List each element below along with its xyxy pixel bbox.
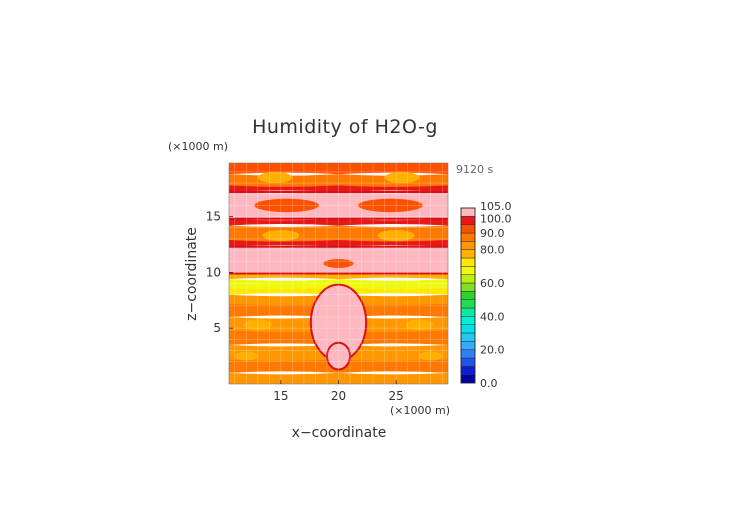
colorbar-swatch [460, 224, 476, 234]
colorbar-swatch [460, 257, 476, 267]
colorbar-tick-label: 80.0 [480, 244, 505, 257]
x-axis-label: x−coordinate [292, 425, 387, 441]
y-axis-ticks: 5 10 15 [206, 210, 233, 335]
time-label: 9120 s [456, 163, 493, 176]
heatmap-blob [326, 164, 351, 171]
colorbar-swatch [460, 374, 476, 384]
colorbar-swatch [460, 274, 476, 284]
colorbar-swatch [460, 307, 476, 317]
heatmap-blob [325, 341, 352, 371]
heatmap-blob [262, 229, 300, 242]
colorbar-swatch [460, 282, 476, 292]
y-tick-label: 15 [206, 210, 221, 224]
x-axis-ticks: 15 20 25 [273, 380, 404, 403]
colorbar-tick-label: 90.0 [480, 227, 505, 240]
y-axis-label: z−coordinate [184, 227, 200, 321]
colorbar [460, 207, 476, 384]
y-axis-unit: (×1000 m) [168, 140, 228, 153]
heatmap-blob [377, 229, 415, 242]
heatmap-blob [243, 319, 272, 331]
colorbar-swatch [460, 232, 476, 242]
colorbar-swatch [460, 241, 476, 250]
colorbar-swatch [460, 324, 476, 334]
heatmap-blob [323, 258, 354, 268]
colorbar-swatch [460, 291, 476, 300]
heatmap-plot-area [228, 162, 449, 385]
y-tick-label: 10 [206, 265, 221, 279]
x-tick-label: 20 [331, 389, 346, 403]
colorbar-tick-label: 20.0 [480, 344, 505, 357]
colorbar-swatch [460, 266, 476, 275]
x-tick-label: 25 [388, 389, 403, 403]
heatmap-band [229, 372, 448, 384]
x-axis-unit: (×1000 m) [390, 404, 450, 417]
colorbar-swatch [460, 366, 476, 375]
colorbar-swatch [460, 341, 476, 350]
colorbar-swatch [460, 249, 476, 259]
heatmap-blob [405, 319, 434, 331]
colorbar-swatch [460, 332, 476, 342]
colorbar-tick-label: 100.0 [480, 212, 512, 225]
colorbar-swatch [460, 299, 476, 309]
colorbar-border [460, 207, 476, 384]
heatmap-blob [234, 351, 258, 361]
heatmap-blob [419, 351, 443, 361]
heatmap-blob [257, 171, 293, 184]
chart-title: Humidity of H2O-g [252, 116, 438, 138]
heatmap-blob [254, 198, 319, 213]
heatmap-field [229, 163, 448, 384]
colorbar-swatch [460, 349, 476, 359]
x-tick-label: 15 [273, 389, 288, 403]
colorbar-swatch [460, 216, 476, 225]
heatmap-blob [358, 198, 423, 213]
colorbar-tick-label: 0.0 [480, 377, 498, 390]
colorbar-tick-label: 60.0 [480, 277, 505, 290]
colorbar-swatch [460, 357, 476, 367]
heatmap-blob [384, 171, 420, 184]
colorbar-swatch [460, 207, 476, 217]
colorbar-tick-label: 105.0 [480, 200, 512, 213]
grid-lines [229, 163, 448, 384]
y-tick-label: 5 [213, 321, 221, 335]
colorbar-swatch [460, 316, 476, 325]
colorbar-tick-label: 40.0 [480, 310, 505, 323]
